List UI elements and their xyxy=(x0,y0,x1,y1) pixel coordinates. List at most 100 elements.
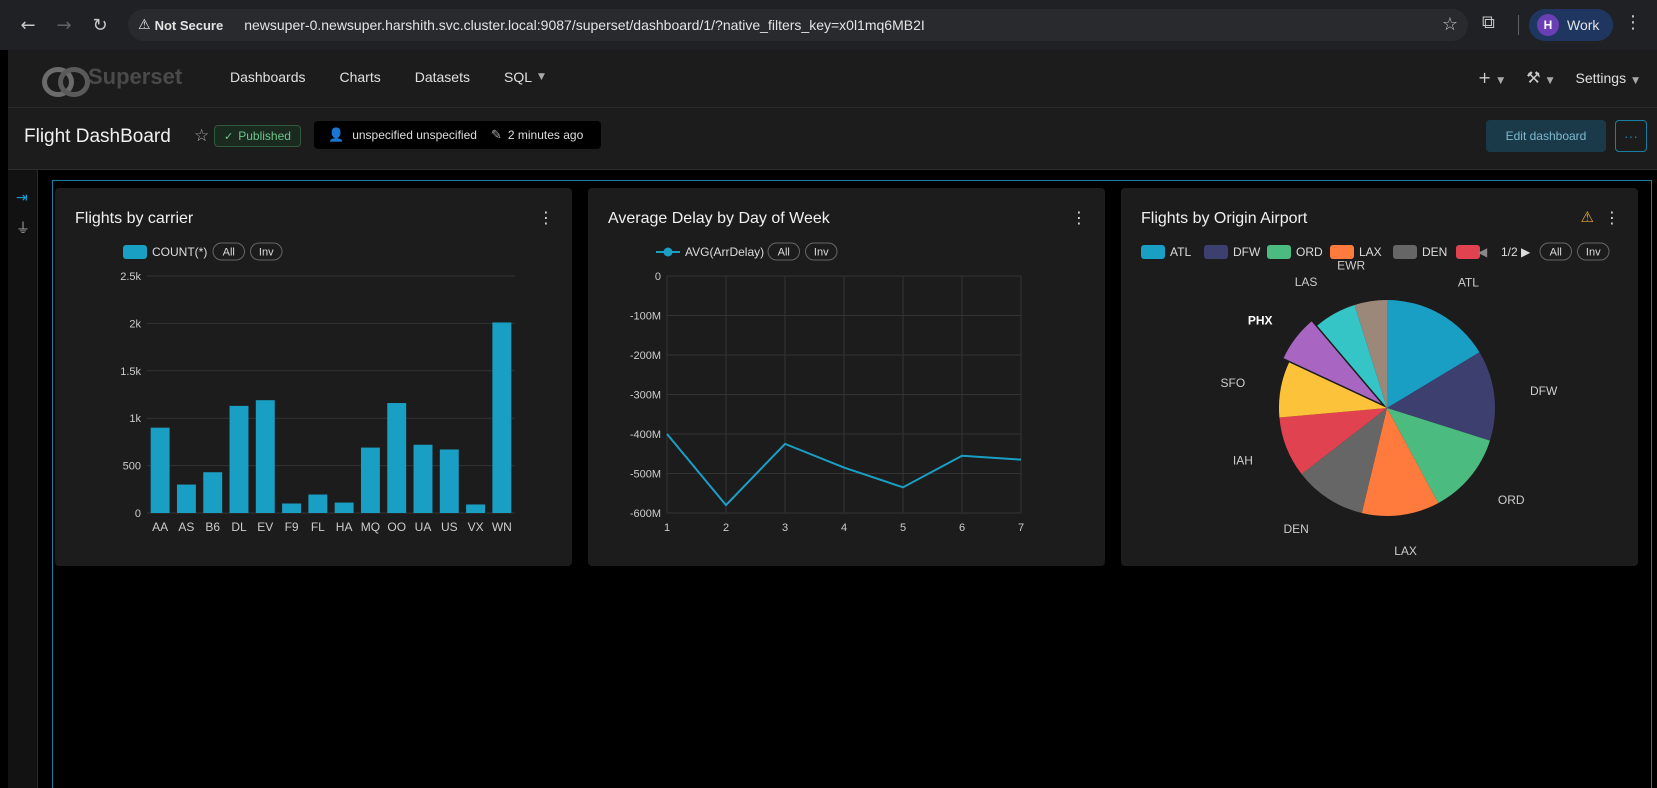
status-badge[interactable]: ✓ Published xyxy=(214,125,301,147)
warning-icon[interactable]: ⚠ xyxy=(1580,208,1594,226)
app-frame: Superset Dashboards Charts Datasets SQL ▼… xyxy=(8,50,1657,788)
brand-name: Superset xyxy=(88,64,183,89)
modified-label: 2 minutes ago xyxy=(507,128,584,142)
x-tick-label: WN xyxy=(492,520,512,534)
bar-chart: COUNT(*) All Inv 0 500 1k 1.5k 2k 2.5k AA AS B6 DL EV… xyxy=(120,242,515,534)
forward-icon[interactable]: → xyxy=(56,14,72,36)
theme-menu[interactable]: ⚒ ▼ xyxy=(1526,68,1553,87)
x-tick-label: B6 xyxy=(205,520,220,534)
pie-slice-den xyxy=(1301,408,1387,514)
back-icon[interactable]: ← xyxy=(20,14,36,36)
chart-menu-icon[interactable]: ⋮ xyxy=(1604,208,1620,227)
x-tick-label: MQ xyxy=(361,520,380,534)
x-tick-label: DL xyxy=(231,520,247,534)
superset-logo[interactable]: Superset xyxy=(40,64,183,97)
legend-invert-button-outline xyxy=(250,242,283,261)
legend-invert-button-outline xyxy=(1577,242,1610,261)
x-tick-label: 7 xyxy=(1018,522,1024,534)
legend-invert-button-label: Inv xyxy=(1586,247,1601,259)
nav-sql[interactable]: SQL ▼ xyxy=(504,69,545,85)
legend-all-button-outline xyxy=(767,242,800,261)
bar-VX xyxy=(466,504,486,513)
y-tick-label: -400M xyxy=(630,429,661,441)
y-tick-label: -600M xyxy=(630,508,661,520)
toolbar-divider xyxy=(1518,15,1519,35)
browser-menu-icon[interactable]: ⋮ xyxy=(1624,12,1642,33)
new-menu[interactable]: + ▼ xyxy=(1478,68,1504,87)
chevron-down-icon: ▼ xyxy=(1632,75,1639,86)
pie-label: EWR xyxy=(1337,259,1365,273)
bar-DL xyxy=(229,405,249,513)
security-indicator[interactable]: ⚠ Not Secure xyxy=(138,17,223,33)
expand-filters-icon[interactable]: ⇥ xyxy=(16,190,28,206)
legend-invert-button[interactable]: Inv xyxy=(250,242,283,261)
settings-label: Settings xyxy=(1575,69,1627,86)
check-circle-icon: ✓ xyxy=(224,129,234,143)
settings-menu[interactable]: Settings ▼ xyxy=(1575,70,1639,86)
legend-all-button[interactable]: All xyxy=(212,242,245,261)
y-tick-label: -100M xyxy=(630,311,661,323)
y-tick-label: 500 xyxy=(123,461,141,473)
chart-card-carrier: Flights by carrier ⋮ COUNT(*) All Inv 0 500 1… xyxy=(55,188,572,566)
address-bar[interactable]: ⚠ Not Secure newsuper-0.newsuper.harshit… xyxy=(128,9,1468,41)
legend-label: ATL xyxy=(1170,245,1191,259)
legend-all-button-outline xyxy=(1539,242,1572,261)
y-tick-label: 2k xyxy=(129,318,141,330)
favorite-star-icon[interactable]: ☆ xyxy=(194,126,210,146)
x-tick-label: UA xyxy=(415,520,432,534)
bar-HA xyxy=(334,502,354,513)
y-tick-label: -300M xyxy=(630,390,661,402)
bookmark-star-icon[interactable]: ☆ xyxy=(1441,14,1458,35)
profile-button[interactable]: H Work xyxy=(1529,9,1613,41)
chart-menu-icon[interactable]: ⋮ xyxy=(1071,208,1087,227)
legend-all-button[interactable]: All xyxy=(767,242,800,261)
more-options-button[interactable]: ··· xyxy=(1615,120,1647,152)
bar-AA xyxy=(150,427,170,513)
main-menu: Dashboards Charts Datasets SQL ▼ xyxy=(230,69,545,85)
edit-dashboard-button[interactable]: Edit dashboard xyxy=(1486,120,1606,152)
legend-label: DFW xyxy=(1233,245,1261,259)
x-tick-label: 2 xyxy=(723,522,729,534)
pie-slice-lax xyxy=(1361,408,1439,516)
chart-title: Average Delay by Day of Week xyxy=(608,210,830,227)
x-tick-label: 1 xyxy=(664,522,670,534)
x-tick-label: FL xyxy=(311,520,325,534)
chevron-down-icon: ▼ xyxy=(1546,76,1554,86)
nav-datasets[interactable]: Datasets xyxy=(414,69,470,85)
legend-all-button-label: All xyxy=(223,247,235,259)
legend-swatch xyxy=(123,245,147,259)
right-nav: + ▼ ⚒ ▼ Settings ▼ xyxy=(1478,68,1639,87)
extensions-icon[interactable]: ⧉ xyxy=(1482,12,1495,33)
pie-slice-iah xyxy=(1279,408,1387,475)
legend-swatch xyxy=(1204,245,1228,259)
pie-label: LAX xyxy=(1394,544,1417,558)
pie-slice-phx xyxy=(1283,321,1382,404)
pie-chart: ATL DFW ORD LAX DEN ◀ 1/2 ▶ All Inv ATL DFW ORD LAX DE… xyxy=(1141,242,1610,558)
owner-label: unspecified unspecified xyxy=(352,128,477,142)
legend-all-button-label: All xyxy=(1550,247,1562,259)
pie-slice-atl xyxy=(1387,300,1480,408)
y-tick-label: 1k xyxy=(129,413,141,425)
nav-charts[interactable]: Charts xyxy=(339,69,381,85)
page-title[interactable]: Flight DashBoard xyxy=(24,126,171,147)
dashboard-header: Flight DashBoard ☆ ✓ Published 👤 unspecif… xyxy=(8,108,1657,170)
chart-menu-icon[interactable]: ⋮ xyxy=(538,208,554,227)
filter-icon[interactable]: ⏚ xyxy=(16,221,30,237)
legend-label: COUNT(*) xyxy=(152,245,207,259)
bar-OO xyxy=(387,403,407,513)
nav-dashboards[interactable]: Dashboards xyxy=(230,69,306,85)
top-navigation: Superset Dashboards Charts Datasets SQL ▼… xyxy=(8,50,1657,108)
reload-icon[interactable]: ↻ xyxy=(92,14,108,36)
bar-EV xyxy=(255,400,275,513)
legend-all-button[interactable]: All xyxy=(1539,242,1572,261)
not-secure-label: Not Secure xyxy=(154,17,224,33)
legend-invert-button[interactable]: Inv xyxy=(805,242,838,261)
y-tick-label: -200M xyxy=(630,350,661,362)
legend-invert-button[interactable]: Inv xyxy=(1577,242,1610,261)
legend-swatch xyxy=(1267,245,1291,259)
pie-slice-ord xyxy=(1387,408,1490,504)
url-text[interactable]: newsuper-0.newsuper.harshith.svc.cluster… xyxy=(244,17,925,33)
chart-title: Flights by carrier xyxy=(75,210,194,227)
x-tick-label: 4 xyxy=(841,522,847,534)
pie-label: SFO xyxy=(1221,376,1246,390)
